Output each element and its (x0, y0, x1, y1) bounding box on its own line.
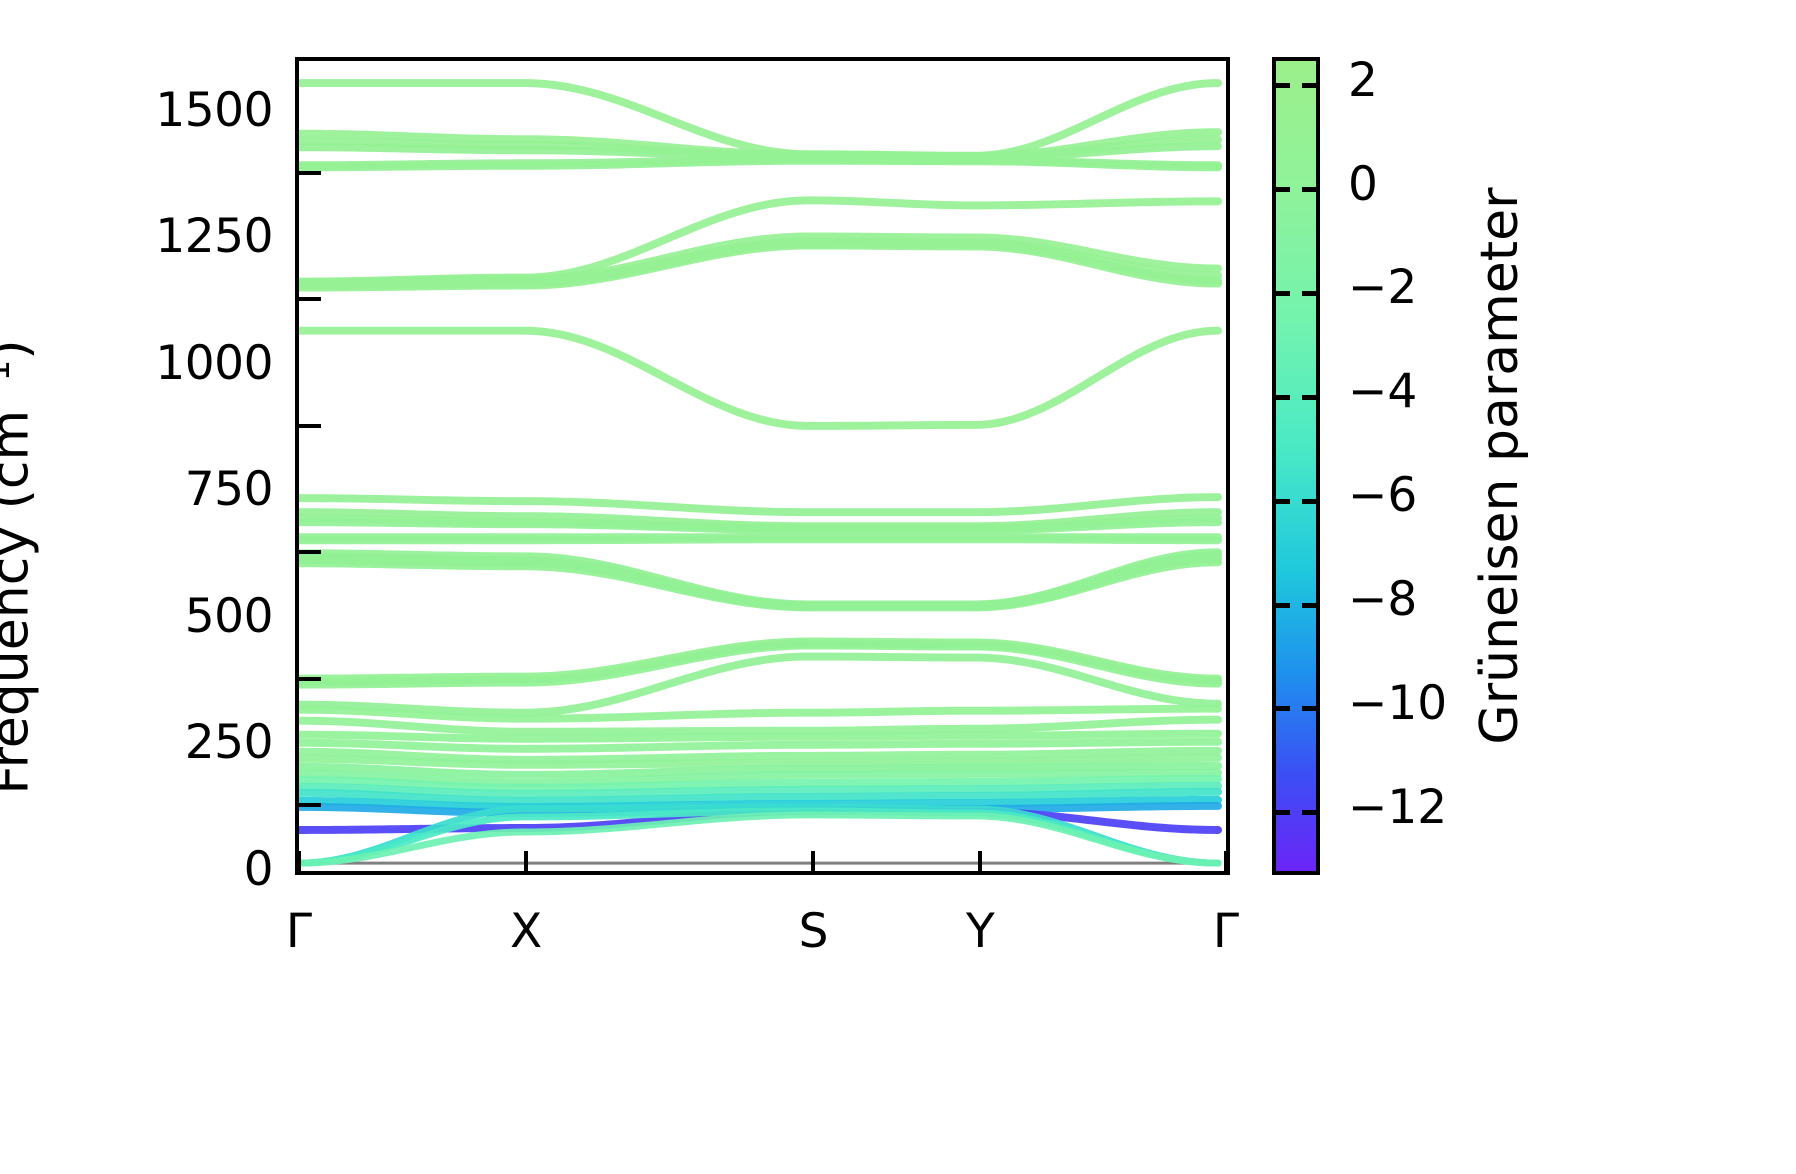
colorbar-gradient (1276, 61, 1316, 871)
band-curve (299, 79, 1223, 160)
colorbar-tick (1302, 290, 1316, 296)
y-axis-tick (299, 297, 321, 302)
band-curve (299, 737, 1223, 753)
band-curve (299, 774, 1223, 792)
x-axis-tick (978, 851, 983, 871)
band-curve (299, 241, 1223, 292)
band-curve (299, 652, 1223, 717)
colorbar-tick (1276, 706, 1290, 712)
x-axis-tick (297, 851, 301, 871)
colorbar-tick-label: −10 (1348, 675, 1448, 731)
band-curve (299, 493, 1223, 517)
colorbar-tick (1276, 498, 1290, 504)
y-axis-tick-label: 250 (184, 715, 274, 771)
x-axis-tick (1224, 851, 1228, 871)
band-curves (299, 79, 1223, 867)
band-curve (299, 753, 1223, 769)
y-axis-tick-label: 0 (243, 842, 274, 897)
band-curve (299, 641, 1223, 689)
colorbar-tick (1276, 394, 1290, 400)
colorbar-tick (1302, 187, 1316, 193)
colorbar (1272, 57, 1320, 875)
colorbar-tick (1302, 394, 1316, 400)
colorbar-tick (1302, 810, 1316, 816)
band-curve (299, 704, 1223, 723)
y-axis-tick (299, 803, 321, 808)
band-curve (299, 326, 1223, 430)
x-axis-tick-label: Γ (285, 904, 313, 959)
band-curve (299, 729, 1223, 743)
colorbar-tick-label: −4 (1348, 364, 1418, 420)
colorbar-tick-label: −12 (1348, 779, 1448, 835)
colorbar-tick (1276, 83, 1290, 89)
colorbar-tick (1276, 810, 1290, 816)
band-curve (299, 761, 1223, 779)
y-axis-tick-label: 1000 (155, 335, 273, 391)
band-curve (299, 781, 1223, 798)
band-curve (299, 768, 1223, 787)
band-curve (299, 535, 1223, 545)
x-axis-tick-label: Γ (1212, 904, 1240, 959)
colorbar-title: Grüneisen parameter (1470, 187, 1530, 745)
y-axis-tick-label: 1250 (155, 209, 273, 265)
colorbar-tick (1276, 290, 1290, 296)
colorbar-tick (1276, 187, 1290, 193)
x-axis-tick-label: X (510, 904, 543, 959)
x-axis-tick-label: Y (965, 904, 995, 959)
colorbar-tick-label: −2 (1348, 260, 1418, 316)
y-axis-tick (299, 423, 321, 428)
colorbar-tick (1302, 83, 1316, 89)
colorbar-tick (1276, 602, 1290, 608)
y-axis-tick (299, 170, 321, 175)
band-curve (299, 558, 1223, 612)
colorbar-tick-label: 0 (1348, 156, 1378, 212)
band-curve (299, 156, 1223, 172)
band-curve (299, 811, 1222, 867)
band-curve (299, 787, 1223, 805)
colorbar-tick (1302, 498, 1316, 504)
y-axis-tick-label: 500 (184, 588, 274, 644)
colorbar-tick (1302, 706, 1316, 712)
plot-area (295, 57, 1230, 875)
y-axis-tick (299, 676, 321, 681)
band-curve (299, 715, 1223, 736)
band-curve (299, 518, 1223, 535)
y-axis-tick (299, 550, 321, 555)
colorbar-tick (1302, 602, 1316, 608)
x-axis-tick (524, 851, 529, 871)
band-curve (299, 746, 1223, 764)
x-axis-tick-label: S (798, 904, 829, 959)
colorbar-tick-label: −6 (1348, 468, 1418, 524)
x-axis-tick (811, 851, 816, 871)
y-axis-tick-label: 1500 (155, 82, 273, 138)
colorbar-tick-label: −8 (1348, 572, 1418, 627)
y-axis-tick-label: 750 (184, 462, 274, 518)
colorbar-tick-label: 2 (1348, 52, 1378, 108)
